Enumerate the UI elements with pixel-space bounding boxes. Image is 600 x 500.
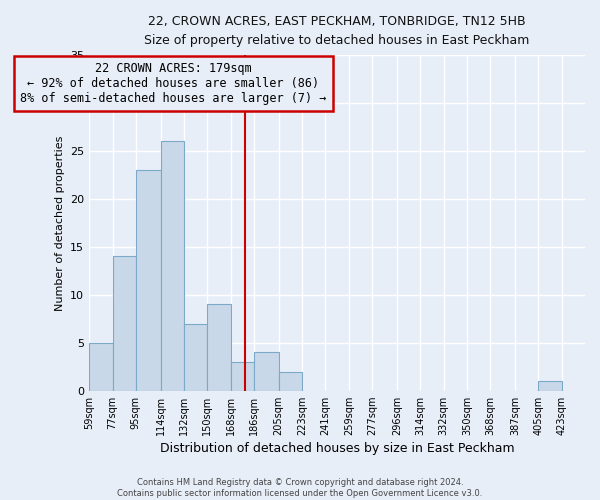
Bar [278,372,302,390]
Text: Contains HM Land Registry data © Crown copyright and database right 2024.
Contai: Contains HM Land Registry data © Crown c… [118,478,482,498]
Y-axis label: Number of detached properties: Number of detached properties [55,135,65,310]
Bar [230,362,254,390]
Bar [207,304,230,390]
X-axis label: Distribution of detached houses by size in East Peckham: Distribution of detached houses by size … [160,442,514,455]
Bar [89,343,113,390]
Bar [254,352,278,391]
Text: 22 CROWN ACRES: 179sqm
← 92% of detached houses are smaller (86)
8% of semi-deta: 22 CROWN ACRES: 179sqm ← 92% of detached… [20,62,326,105]
Bar [161,142,184,390]
Bar [136,170,161,390]
Bar [538,381,562,390]
Bar [184,324,207,390]
Title: 22, CROWN ACRES, EAST PECKHAM, TONBRIDGE, TN12 5HB
Size of property relative to : 22, CROWN ACRES, EAST PECKHAM, TONBRIDGE… [145,15,530,47]
Bar [113,256,136,390]
